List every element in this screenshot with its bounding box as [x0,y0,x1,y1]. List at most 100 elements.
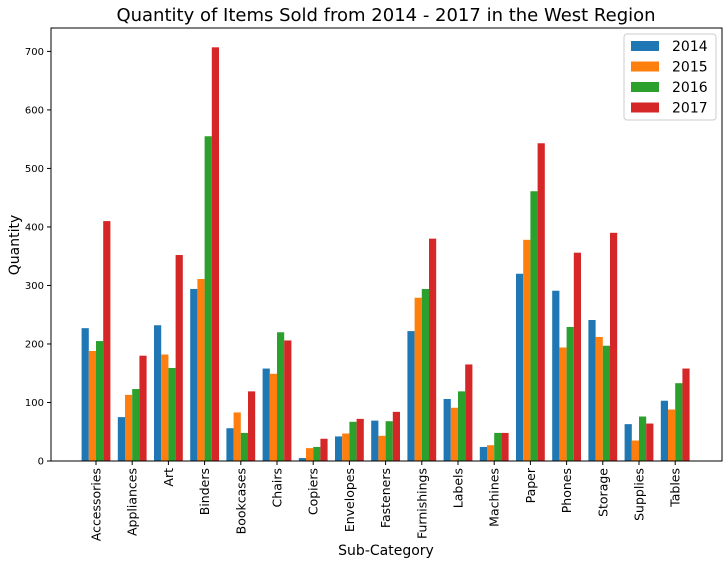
legend-label-2014: 2014 [672,39,708,55]
bar-2016-storage [602,345,610,461]
bar-2014-tables [660,400,668,461]
bar-2014-appliances [117,417,125,461]
x-tick-label: Labels [451,468,466,508]
bar-2017-envelopes [356,418,364,461]
bar-2014-art [154,325,162,461]
x-tick-label: Art [161,468,176,487]
bar-2015-paper [523,239,531,461]
bar-2016-paper [530,191,538,461]
bar-2016-accessories [96,341,104,461]
x-tick-label: Phones [559,468,574,513]
bar-2015-art [161,354,169,461]
plot-frame [50,27,723,462]
bar-2017-chairs [284,340,292,461]
y-axis-title: Quantity [7,215,23,276]
x-tick-label: Bookcases [233,468,248,534]
bar-2016-tables [675,383,683,461]
bar-2016-fasteners [385,421,393,461]
bar-2015-accessories [88,350,96,461]
x-tick-label: Paper [523,467,538,503]
bar-2015-copiers [306,448,314,461]
x-tick-label: Envelopes [342,468,357,532]
x-axis-title: Sub-Category [338,543,434,559]
legend-swatch-2017 [631,102,659,113]
bar-2014-phones [552,290,560,461]
y-tick-label: 700 [25,47,44,58]
bars-group [81,47,690,462]
bar-2016-machines [494,432,502,461]
bar-2016-phones [566,327,574,461]
bar-2017-binders [211,47,219,462]
bar-2015-appliances [125,394,133,461]
bar-2016-envelopes [349,421,357,461]
bar-2017-machines [501,432,509,461]
bar-2014-machines [479,446,487,461]
y-tick-label: 300 [25,281,44,292]
bar-2014-chairs [262,368,270,461]
bar-2014-binders [190,288,198,461]
legend-swatch-2015 [631,61,659,72]
x-tick-label: Machines [487,468,502,527]
bar-2017-phones [573,252,581,461]
bar-2015-supplies [631,440,639,461]
bar-2014-fasteners [371,420,379,461]
bar-2016-art [168,367,176,461]
bar-2017-accessories [103,221,111,461]
bar-2014-labels [443,398,451,461]
y-tick-label: 400 [25,222,44,233]
legend-label-2017: 2017 [672,101,708,117]
legend-label-2016: 2016 [672,80,708,96]
bar-2016-appliances [132,389,140,461]
bar-2015-storage [595,336,603,461]
x-tick-label: Tables [668,468,683,508]
chart-title: Quantity of Items Sold from 2014 - 2017 … [116,5,655,26]
bar-2014-supplies [624,424,632,461]
y-tick-label: 600 [25,105,44,116]
bar-2017-furnishings [429,238,437,461]
bar-2015-phones [559,347,567,461]
bar-2016-copiers [313,446,321,461]
x-axis: Accessories Appliances Art Binders Bookcases… [89,461,683,541]
y-tick-label: 500 [25,164,44,175]
y-tick-label: 100 [25,398,44,409]
bar-2014-paper [516,273,524,461]
bar-2014-envelopes [335,436,343,461]
bar-2015-chairs [269,373,277,461]
x-tick-label: Appliances [125,468,140,536]
bar-2015-envelopes [342,433,350,461]
bar-2015-machines [487,445,495,461]
bar-2014-copiers [298,458,306,461]
x-tick-label: Fasteners [378,468,393,528]
bar-2014-bookcases [226,428,234,461]
bar-2014-storage [588,319,596,461]
bar-2015-bookcases [233,412,241,461]
bar-2016-furnishings [421,288,429,461]
bar-2016-binders [204,136,212,461]
y-tick-label: 0 [38,457,44,468]
bar-2016-supplies [639,416,647,461]
x-tick-label: Accessories [89,468,104,541]
legend-swatch-2016 [631,82,659,92]
bar-2015-fasteners [378,435,386,461]
x-tick-label: Storage [595,468,610,517]
bar-2017-supplies [646,423,654,461]
legend-swatch-2014 [631,41,659,51]
x-tick-label: Chairs [270,468,285,507]
y-tick-label: 200 [25,339,44,350]
x-tick-label: Supplies [632,468,647,521]
bar-2017-appliances [139,355,147,461]
bar-2016-bookcases [240,432,248,461]
bar-2015-tables [668,409,676,461]
x-tick-label: Binders [197,468,212,515]
x-tick-label: Furnishings [414,468,429,539]
y-axis: 0 100 200 300 400 500 600 700 [25,47,51,468]
bar-2016-labels [458,391,466,461]
bar-2015-furnishings [414,297,422,461]
bar-2017-storage [610,232,618,461]
bar-2017-paper [537,143,545,461]
legend: 2014 2015 2016 2017 [623,33,717,121]
bar-2014-furnishings [407,331,415,461]
x-tick-label: Copiers [306,468,321,515]
bar-2017-copiers [320,438,328,461]
bar-2016-chairs [277,332,285,461]
